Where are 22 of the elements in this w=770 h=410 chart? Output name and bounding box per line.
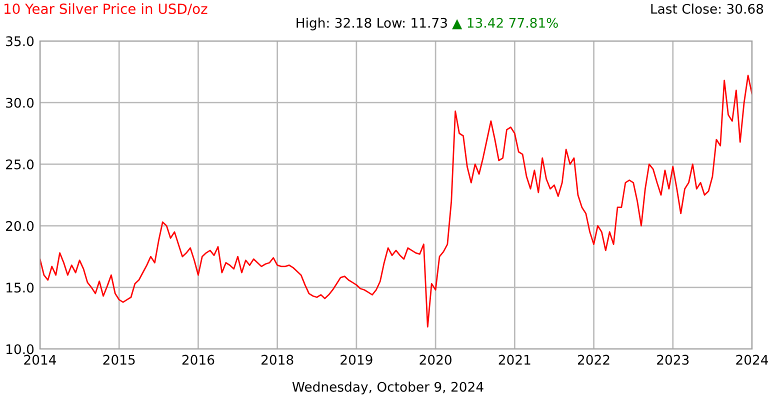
y-tick-label: 35.0 bbox=[6, 36, 34, 46]
x-tick-label: 2020 bbox=[420, 354, 452, 365]
x-tick-label: 2014 bbox=[24, 354, 56, 365]
x-tick-label: 2015 bbox=[103, 354, 135, 365]
x-tick-label: 2022 bbox=[578, 354, 610, 365]
y-tick-label: 20.0 bbox=[6, 221, 34, 231]
x-axis-title: Wednesday, October 9, 2024 bbox=[292, 382, 484, 394]
x-tick-label: 2018 bbox=[262, 354, 294, 365]
x-tick-label: 2021 bbox=[498, 354, 530, 365]
y-tick-label: 15.0 bbox=[6, 282, 34, 293]
y-tick-label: 25.0 bbox=[6, 159, 34, 170]
y-tick-label: 30.0 bbox=[6, 98, 34, 108]
x-tick-label: 2019 bbox=[340, 354, 372, 365]
text: ▲ 13.42 77.81% bbox=[452, 18, 558, 30]
x-tick-label: 2024 bbox=[736, 354, 768, 365]
chart-title: 10 Year Silver Price in USD/oz bbox=[4, 3, 208, 16]
text: Last Close: 30.68 bbox=[651, 4, 764, 14]
x-tick-label: 2016 bbox=[182, 354, 214, 365]
x-tick-label: 2023 bbox=[657, 354, 689, 365]
line-series bbox=[40, 74, 752, 328]
text: High: 32.18 Low: 11.73 bbox=[296, 18, 447, 30]
y-tick-label: 10.0 bbox=[6, 344, 34, 354]
